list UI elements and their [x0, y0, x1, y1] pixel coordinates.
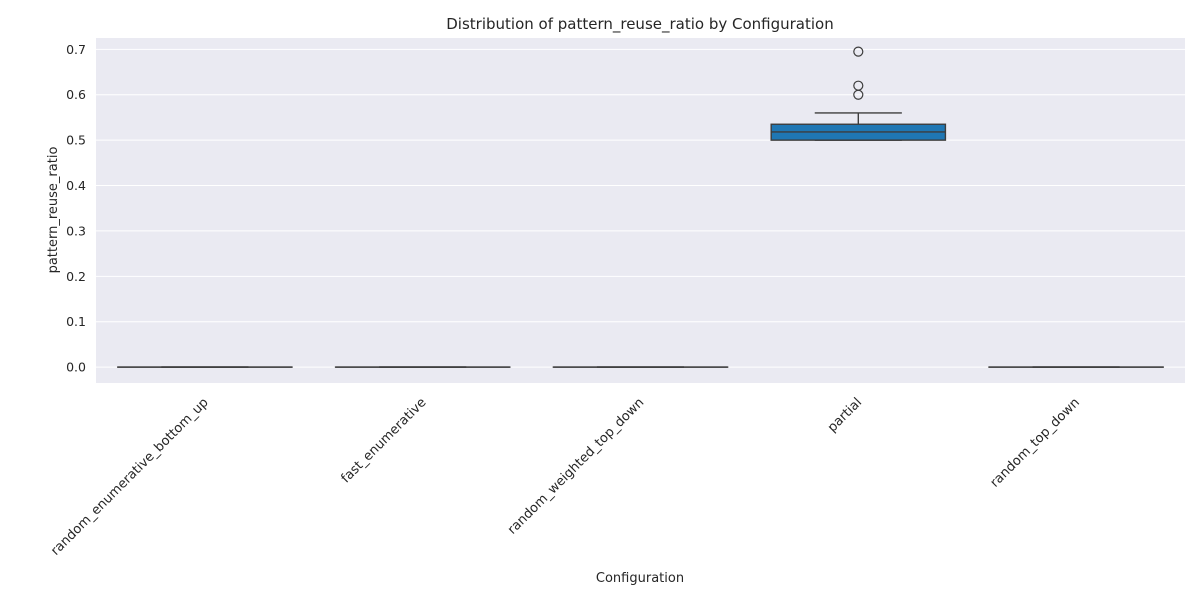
y-tick-label: 0.1 — [66, 314, 86, 329]
x-tick-label: random_weighted_top_down — [505, 395, 647, 537]
y-tick-label: 0.7 — [66, 42, 86, 57]
x-axis-label: Configuration — [596, 571, 684, 586]
x-tick-label: partial — [825, 395, 865, 435]
x-tick-label: random_enumerative_bottom_up — [48, 395, 212, 559]
plot-background — [96, 38, 1185, 383]
y-axis-label: pattern_reuse_ratio — [46, 147, 61, 274]
y-tick-label: 0.4 — [66, 178, 86, 193]
x-tick-label: random_top_down — [988, 395, 1083, 490]
y-tick-label: 0.6 — [66, 87, 86, 102]
x-tick-label: fast_enumerative — [338, 395, 429, 486]
chart-title: Distribution of pattern_reuse_ratio by C… — [446, 15, 833, 34]
y-tick-label: 0.2 — [66, 269, 86, 284]
y-tick-label: 0.3 — [66, 223, 86, 238]
y-axis-ticks: 0.0 0.1 0.2 0.3 0.4 0.5 0.6 0.7 — [66, 42, 86, 375]
x-axis-ticks: random_enumerative_bottom_up fast_enumera… — [48, 395, 1083, 559]
y-tick-label: 0.5 — [66, 133, 86, 148]
y-tick-label: 0.0 — [66, 360, 86, 375]
